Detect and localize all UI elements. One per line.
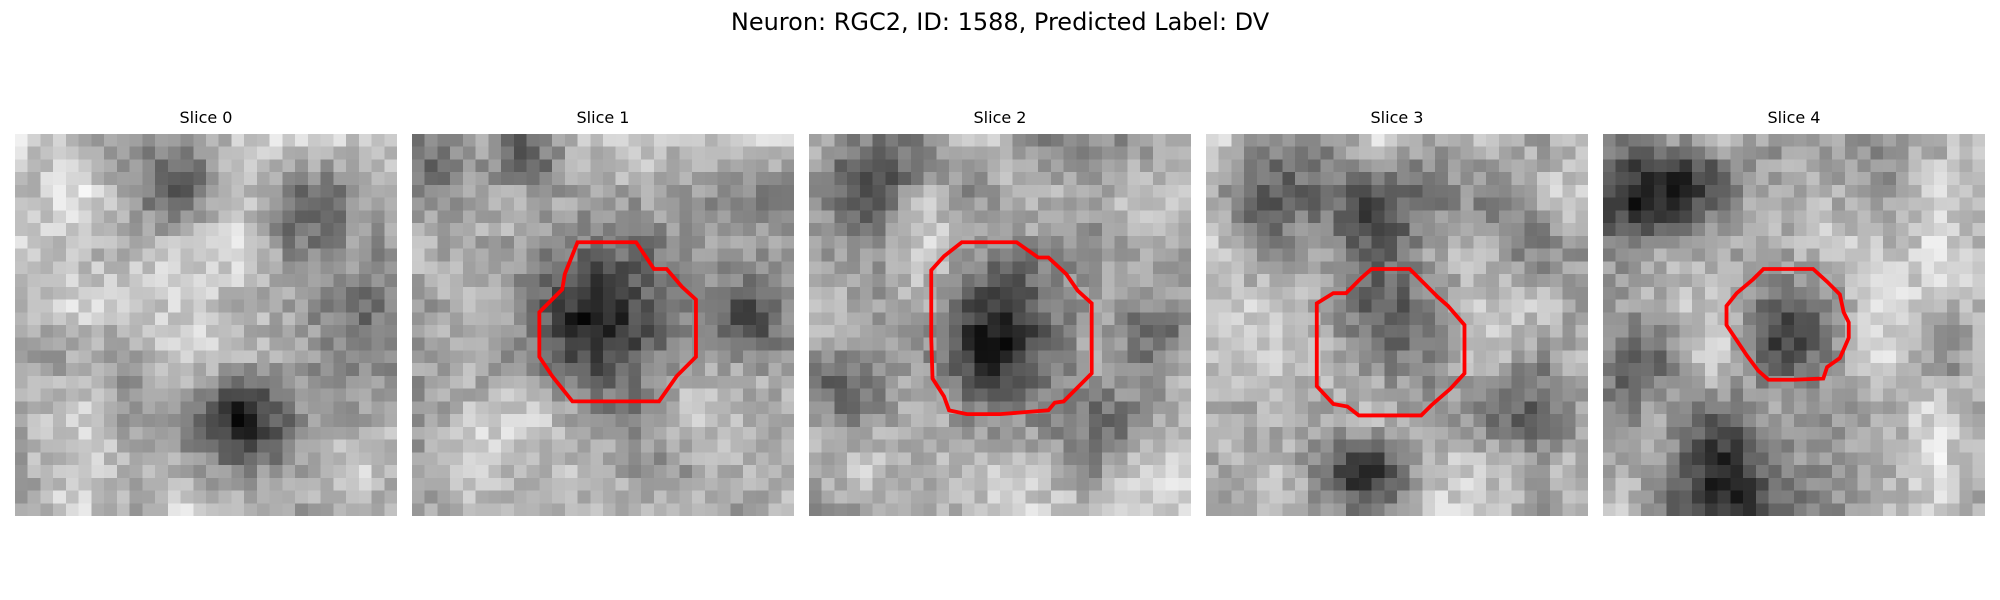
slice-title: Slice 2 xyxy=(973,108,1027,127)
slice-title: Slice 3 xyxy=(1370,108,1424,127)
slice-panel-2: Slice 2 xyxy=(809,108,1191,516)
segmentation-contour xyxy=(1314,267,1467,418)
slice-image xyxy=(412,134,794,516)
slice-panel-0: Slice 0 xyxy=(15,108,397,516)
slice-panel-1: Slice 1 xyxy=(412,108,794,516)
slice-image xyxy=(1206,134,1588,516)
segmentation-contour xyxy=(929,240,1094,417)
slice-image xyxy=(1603,134,1985,516)
slice-image xyxy=(809,134,1191,516)
figure-title: Neuron: RGC2, ID: 1588, Predicted Label:… xyxy=(730,8,1270,36)
segmentation-contour xyxy=(1724,267,1851,382)
slice-title: Slice 1 xyxy=(576,108,630,127)
slice-panel-4: Slice 4 xyxy=(1603,108,1985,516)
slice-panel-3: Slice 3 xyxy=(1206,108,1588,516)
slice-image xyxy=(15,134,397,516)
slice-title: Slice 0 xyxy=(179,108,233,127)
slice-title: Slice 4 xyxy=(1767,108,1821,127)
segmentation-contour xyxy=(537,240,698,404)
